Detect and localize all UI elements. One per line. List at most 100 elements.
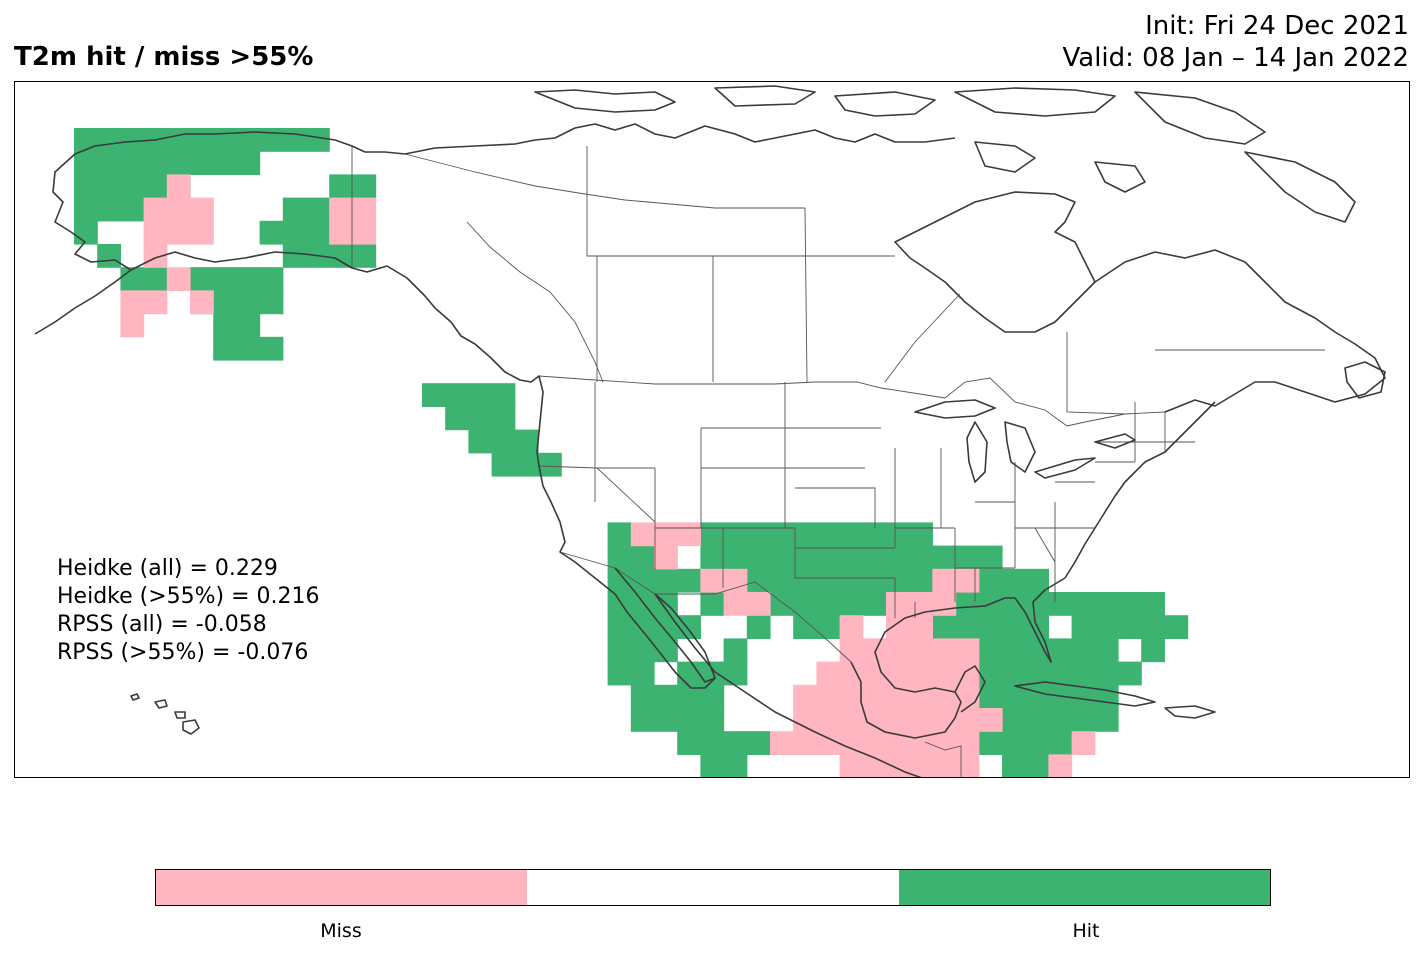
manitoba-ontario-border [804, 207, 808, 383]
hit-cell [978, 731, 1073, 755]
hit-cell [97, 244, 121, 268]
hit-cell [607, 545, 655, 570]
miss-cell [723, 592, 771, 616]
quebec-border [1066, 332, 1126, 415]
hit-cell [700, 545, 1003, 570]
central-america-border [924, 741, 962, 777]
hit-cell [213, 267, 284, 291]
hit-cell [1071, 615, 1189, 639]
miss-cell [143, 220, 214, 245]
hit-cell [74, 151, 168, 175]
labrador-coast [1094, 249, 1386, 413]
hit-cell [491, 452, 562, 477]
hit-cell [955, 592, 1049, 616]
hit-cell [166, 151, 261, 175]
arctic-islands [534, 85, 1356, 223]
hit-cell [607, 638, 678, 663]
hit-cell [1048, 592, 1165, 616]
atlantic-coast [1064, 401, 1216, 579]
miss-cell [839, 638, 980, 663]
hudson-bay-coast [894, 191, 1096, 333]
hawaii-islands [130, 693, 200, 735]
us-mexico-border [559, 551, 852, 663]
hit-cell [213, 313, 261, 338]
hit-cell [213, 336, 284, 361]
hit-cell [422, 383, 516, 407]
coastlines [34, 85, 1386, 777]
hit-cell [74, 128, 330, 152]
hit-cell [630, 684, 725, 709]
bc-alberta-border [466, 221, 604, 383]
hit-cell [770, 592, 887, 616]
hit-cell [630, 708, 725, 732]
miss-cell [143, 197, 214, 222]
miss-cell [793, 684, 980, 709]
miss-cell [120, 290, 168, 315]
miss-cell [1048, 754, 1073, 777]
miss-cell [630, 522, 701, 547]
colorbar [155, 869, 1271, 906]
miss-cell [816, 661, 980, 686]
hit-cell [700, 754, 748, 777]
miss-cell [932, 568, 980, 593]
init-date-label: Init: Fri 24 Dec 2021 [1145, 11, 1409, 41]
miss-cell [654, 545, 678, 570]
miss-cell [700, 568, 748, 593]
state-borders [538, 382, 1195, 618]
cuba [1014, 681, 1156, 707]
political-borders [351, 146, 1325, 777]
hit-cell [282, 244, 377, 268]
canada-north-coast [404, 123, 956, 155]
hit-cell [700, 522, 933, 547]
alaska-coast [34, 131, 476, 345]
territory-border [404, 153, 805, 209]
hit-cell [607, 615, 701, 639]
colorbar-label-hit: Hit [1072, 920, 1100, 942]
hit-cell [190, 267, 214, 291]
miss-cell [329, 220, 377, 245]
gulf-coast [850, 577, 1066, 739]
hit-cell [793, 615, 841, 639]
hit-cell [329, 174, 377, 199]
hit-cell [746, 615, 771, 639]
pacific-coast [474, 343, 716, 689]
skill-scores: Heidke (all) = 0.229 Heidke (>55%) = 0.2… [57, 555, 320, 667]
hispaniola [1164, 705, 1216, 719]
colorbar-neutral-segment [527, 870, 899, 905]
miss-cell [770, 731, 980, 755]
hit-cell [607, 661, 655, 686]
heidke-55: Heidke (>55%) = 0.216 [57, 584, 320, 609]
miss-cell [166, 267, 191, 291]
hit-cell [1002, 708, 1119, 732]
miss-cell [839, 615, 864, 639]
mexico-west-coast [654, 593, 922, 777]
map-panel [14, 81, 1410, 778]
miss-cell [190, 290, 214, 315]
colorbar-label-miss: Miss [320, 920, 362, 942]
hit-cell [677, 731, 771, 755]
heidke-all: Heidke (all) = 0.229 [57, 556, 278, 581]
rpss-all: RPSS (all) = -0.058 [57, 612, 267, 637]
ontario-border [884, 293, 961, 383]
hit-cell [74, 197, 145, 222]
miss-cell [329, 197, 377, 222]
hit-cell [468, 429, 539, 454]
forecast-grid-cells [74, 128, 1189, 777]
miss-cell [839, 754, 980, 777]
miss-cell [886, 615, 933, 639]
hit-cell [607, 522, 632, 547]
hit-cell [746, 568, 933, 593]
miss-cell [1071, 731, 1096, 755]
miss-cell [793, 708, 1003, 732]
colorbar-miss-segment [156, 870, 528, 905]
hit-cell [74, 174, 191, 199]
yucatan [954, 665, 986, 713]
hit-cell [932, 615, 1049, 639]
miss-cell [886, 592, 957, 616]
nunavut-border [586, 146, 895, 257]
hit-cell [700, 592, 725, 616]
miss-cell [120, 313, 145, 338]
forecast-dates: Init: Fri 24 Dec 2021 Valid: 08 Jan – 14… [1063, 10, 1410, 74]
hit-cell [978, 638, 1119, 663]
us-canada-border [538, 375, 1196, 427]
